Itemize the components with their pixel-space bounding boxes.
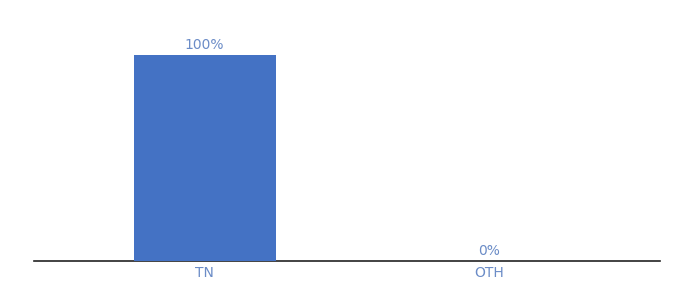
Text: 0%: 0% bbox=[478, 244, 500, 258]
Text: 100%: 100% bbox=[185, 38, 224, 52]
Bar bbox=[133, 55, 275, 261]
